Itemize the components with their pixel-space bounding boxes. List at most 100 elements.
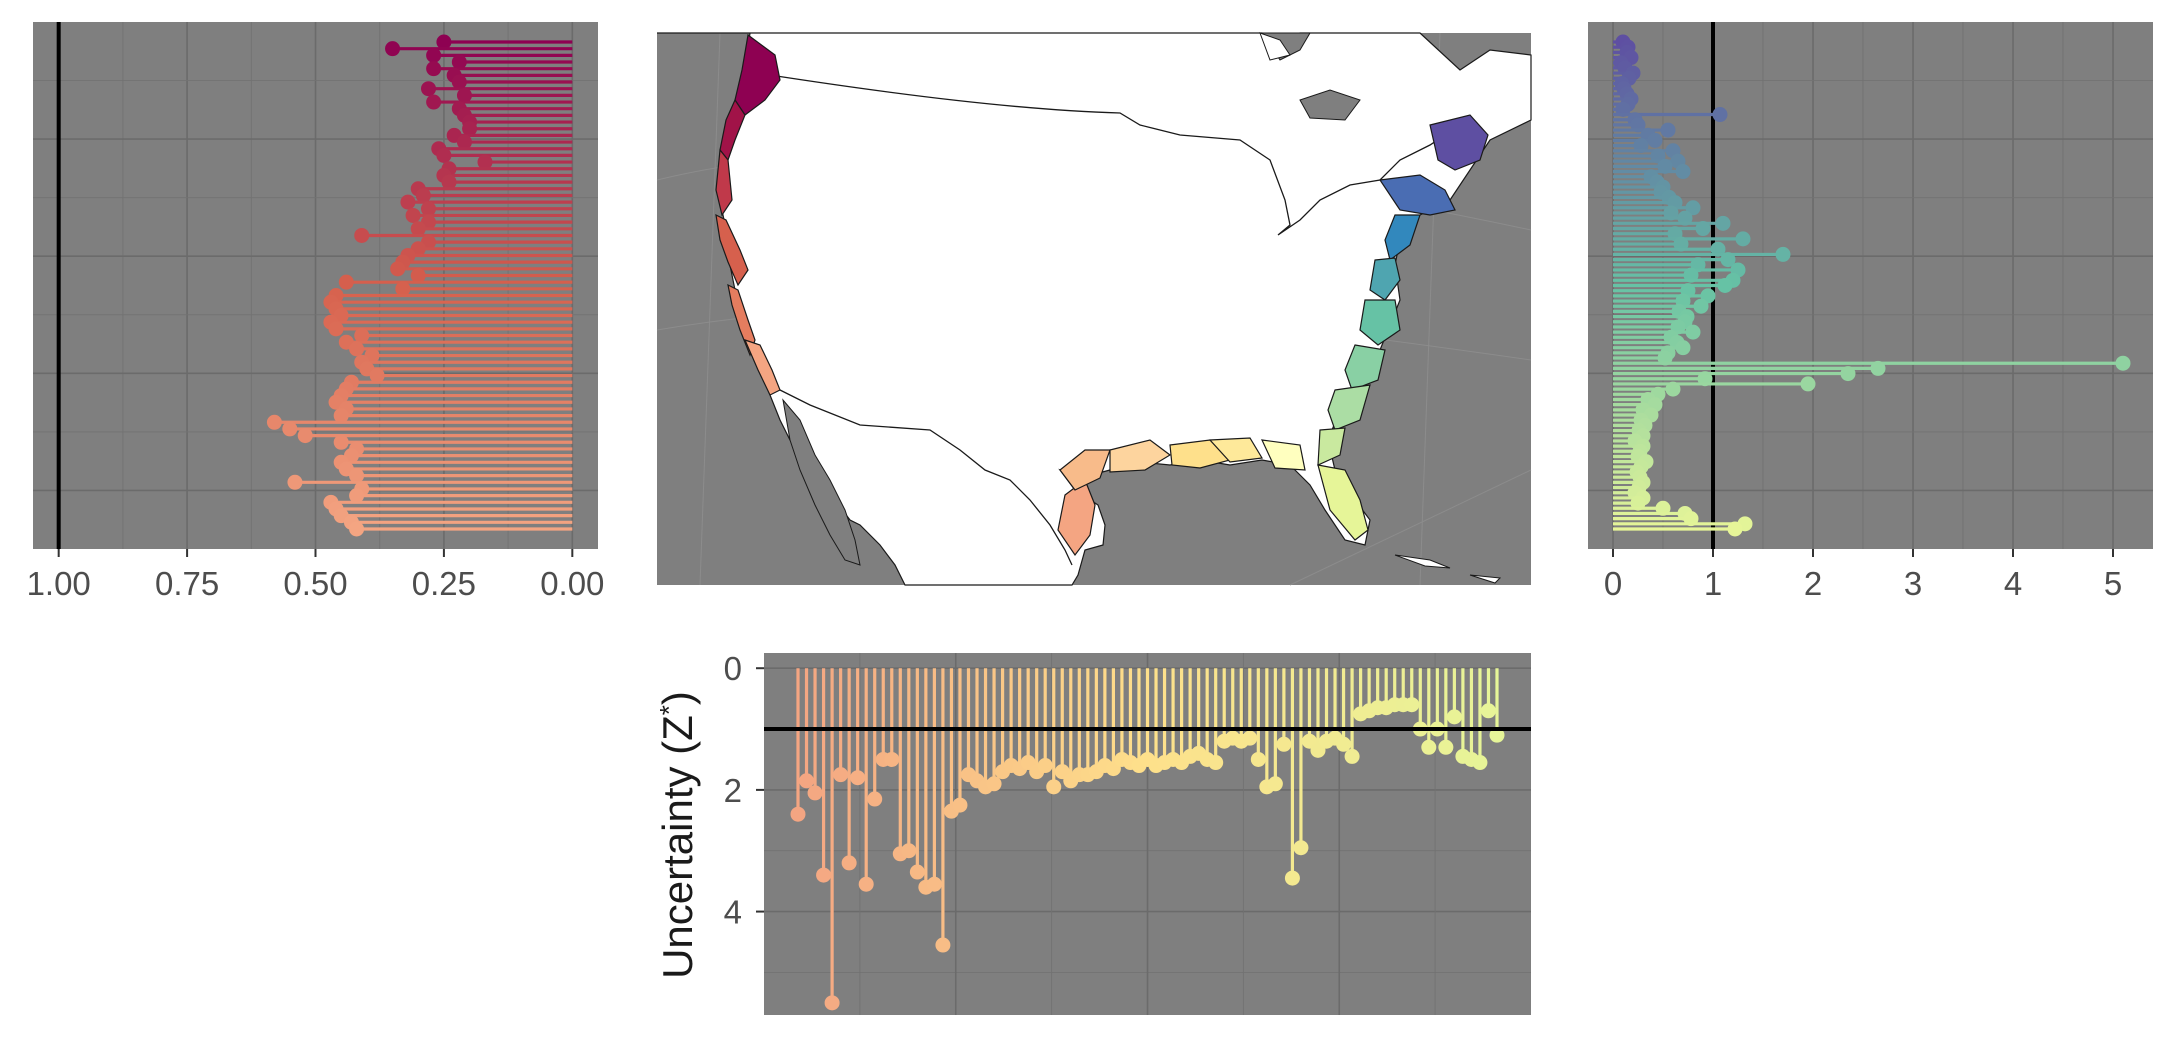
lollipop-point [1489, 727, 1505, 743]
y-tick-label: 4 [724, 894, 742, 931]
lollipop-point [477, 154, 493, 170]
east-coast-watersheds [1317, 114, 1489, 541]
lollipop-point [2115, 355, 2131, 371]
lollipop-point [807, 785, 823, 801]
lollipop-point [1250, 751, 1266, 767]
lollipop-point [909, 864, 925, 880]
lollipop-point [824, 995, 840, 1011]
lollipop-point [867, 791, 883, 807]
lollipop-point [266, 414, 282, 430]
lollipop-point [426, 47, 442, 63]
lollipop-point [841, 855, 857, 871]
lollipop-point [451, 54, 467, 70]
lollipop-point [333, 408, 349, 424]
lollipop-point [926, 876, 942, 892]
lollipop-point [349, 488, 365, 504]
lollipop-point [1840, 366, 1856, 382]
lollipop-point [1675, 340, 1691, 356]
lollipop-point [354, 328, 370, 344]
lollipop-point [385, 41, 401, 57]
lollipop-point [1685, 324, 1701, 340]
lollipop-point [1208, 755, 1224, 771]
gulf-coast-y-axis-title: Uncertainty (Z*) [654, 691, 701, 979]
lollipop-point [799, 773, 815, 789]
lollipop-point [1267, 776, 1283, 792]
lollipop-point [328, 321, 344, 337]
east-coast-lollipop-panel: 0 1 2 3 4 5 [1588, 22, 2153, 602]
x-tick-label: 0 [1604, 565, 1622, 602]
lollipop-point [1046, 779, 1062, 795]
lollipop-point [1446, 709, 1462, 725]
west-coast-lollipop-panel: 1.00 0.75 0.50 0.25 0.00 [27, 22, 604, 602]
lollipop-point [456, 87, 472, 103]
east-coast-lollipops [1613, 34, 2131, 537]
lollipop-point [1472, 755, 1488, 771]
lollipop-point [349, 341, 365, 357]
lollipop-point [400, 194, 416, 210]
lollipop-point [1242, 730, 1258, 746]
lollipop-point [349, 468, 365, 484]
lollipop-point [1647, 132, 1663, 148]
lollipop-point [1720, 252, 1736, 268]
lollipop-point [1037, 758, 1053, 774]
lollipop-point [1421, 739, 1437, 755]
lollipop-point [421, 201, 436, 217]
x-tick-label: 0.50 [283, 565, 347, 602]
gulf-of-california [782, 398, 861, 566]
lollipop-point [901, 843, 917, 859]
lollipop-point [1344, 748, 1360, 764]
lollipop-point [1685, 200, 1701, 216]
lollipop-point [952, 797, 968, 813]
x-tick-label: 3 [1904, 565, 1922, 602]
lollipop-point [1717, 278, 1733, 293]
lollipop-point [1775, 246, 1791, 262]
lollipop-point [421, 81, 436, 97]
x-tick-label: 0.75 [155, 565, 219, 602]
lollipop-point [1800, 376, 1816, 392]
x-tick-label: 1.00 [27, 565, 91, 602]
lollipop-point [833, 767, 849, 783]
greenland-island [1259, 32, 1291, 61]
lollipop-point [410, 267, 426, 283]
us-mexico-border [779, 389, 1073, 566]
lollipop-point [790, 806, 806, 822]
lollipop-point [1404, 697, 1420, 713]
lollipop-point [1480, 703, 1496, 719]
coastline-map-panel [656, 32, 1532, 586]
west-coast-lollipops [266, 34, 573, 537]
lollipop-point [426, 94, 442, 110]
lollipop-point [1438, 739, 1454, 755]
lollipop-point [850, 770, 866, 786]
lollipop-point [816, 867, 832, 883]
lollipop-point [1336, 736, 1352, 752]
lollipop-point [1695, 221, 1711, 237]
gulf-coast-y-axis: 0 2 4 [724, 650, 764, 931]
gulf-coast-lollipop-panel: 0 2 4 Uncertainty (Z*) [654, 650, 1531, 1015]
lollipop-point [426, 61, 442, 77]
x-tick-label: 1 [1704, 565, 1722, 602]
lollipop-point [1727, 521, 1743, 537]
lollipop-point [354, 227, 370, 243]
lollipop-point [1735, 231, 1751, 247]
lollipop-point [1660, 122, 1676, 138]
us-canada-border [769, 74, 1461, 236]
y-tick-label: 2 [724, 772, 742, 809]
lollipop-point [1712, 107, 1728, 123]
east-coast-x-axis: 0 1 2 3 4 5 [1604, 549, 2122, 602]
lollipop-point [1870, 360, 1886, 376]
lollipop-point [456, 134, 472, 150]
east-coast-gridlines [1588, 22, 2153, 549]
lollipop-point [1276, 736, 1292, 752]
lollipop-point [282, 421, 298, 437]
caribbean-islands [1394, 554, 1502, 584]
x-tick-label: 4 [2004, 565, 2022, 602]
lollipop-point [405, 207, 421, 223]
lollipop-point [451, 74, 467, 90]
x-tick-label: 5 [2104, 565, 2122, 602]
x-tick-label: 0.25 [412, 565, 476, 602]
lollipop-point [1665, 381, 1681, 397]
lollipop-point [395, 281, 411, 297]
lollipop-point [884, 751, 900, 767]
y-tick-label: 0 [724, 650, 742, 687]
lollipop-point [1675, 164, 1691, 180]
